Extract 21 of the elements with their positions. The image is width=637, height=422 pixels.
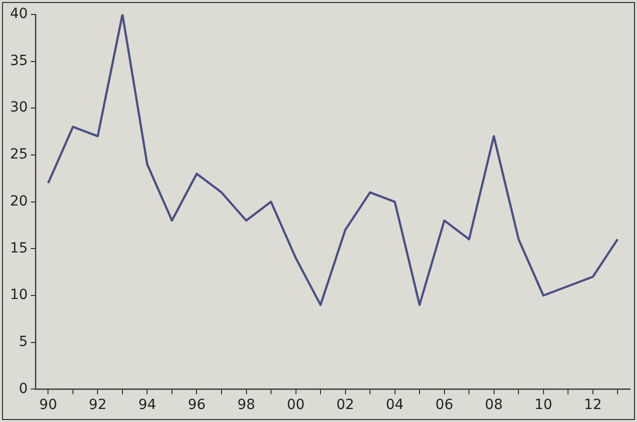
x-tick-label: 06	[435, 397, 454, 414]
y-tick-label: 30	[10, 100, 28, 116]
x-tick-label: 00	[286, 397, 305, 414]
y-tick-label: 5	[18, 334, 28, 350]
x-tick-label: 02	[336, 397, 354, 414]
x-tick-label: 08	[484, 397, 503, 414]
y-tick-label: 15	[10, 240, 28, 256]
y-tick-label: 25	[10, 146, 28, 163]
x-tick-label: 96	[188, 397, 206, 414]
y-tick-label: 0	[18, 380, 28, 397]
x-tick-label: 94	[138, 397, 156, 414]
x-tick-label: 10	[534, 397, 552, 414]
x-tick-label: 92	[88, 397, 107, 414]
x-tick-label: 90	[39, 397, 58, 414]
x-tick-label: 12	[584, 397, 602, 414]
y-tick-label: 10	[10, 287, 28, 304]
y-tick-label: 35	[10, 52, 28, 69]
y-tick-label: 40	[10, 6, 28, 22]
x-tick-label: 98	[237, 397, 256, 414]
y-tick-label: 20	[10, 193, 28, 210]
x-tick-label: 04	[386, 397, 404, 414]
